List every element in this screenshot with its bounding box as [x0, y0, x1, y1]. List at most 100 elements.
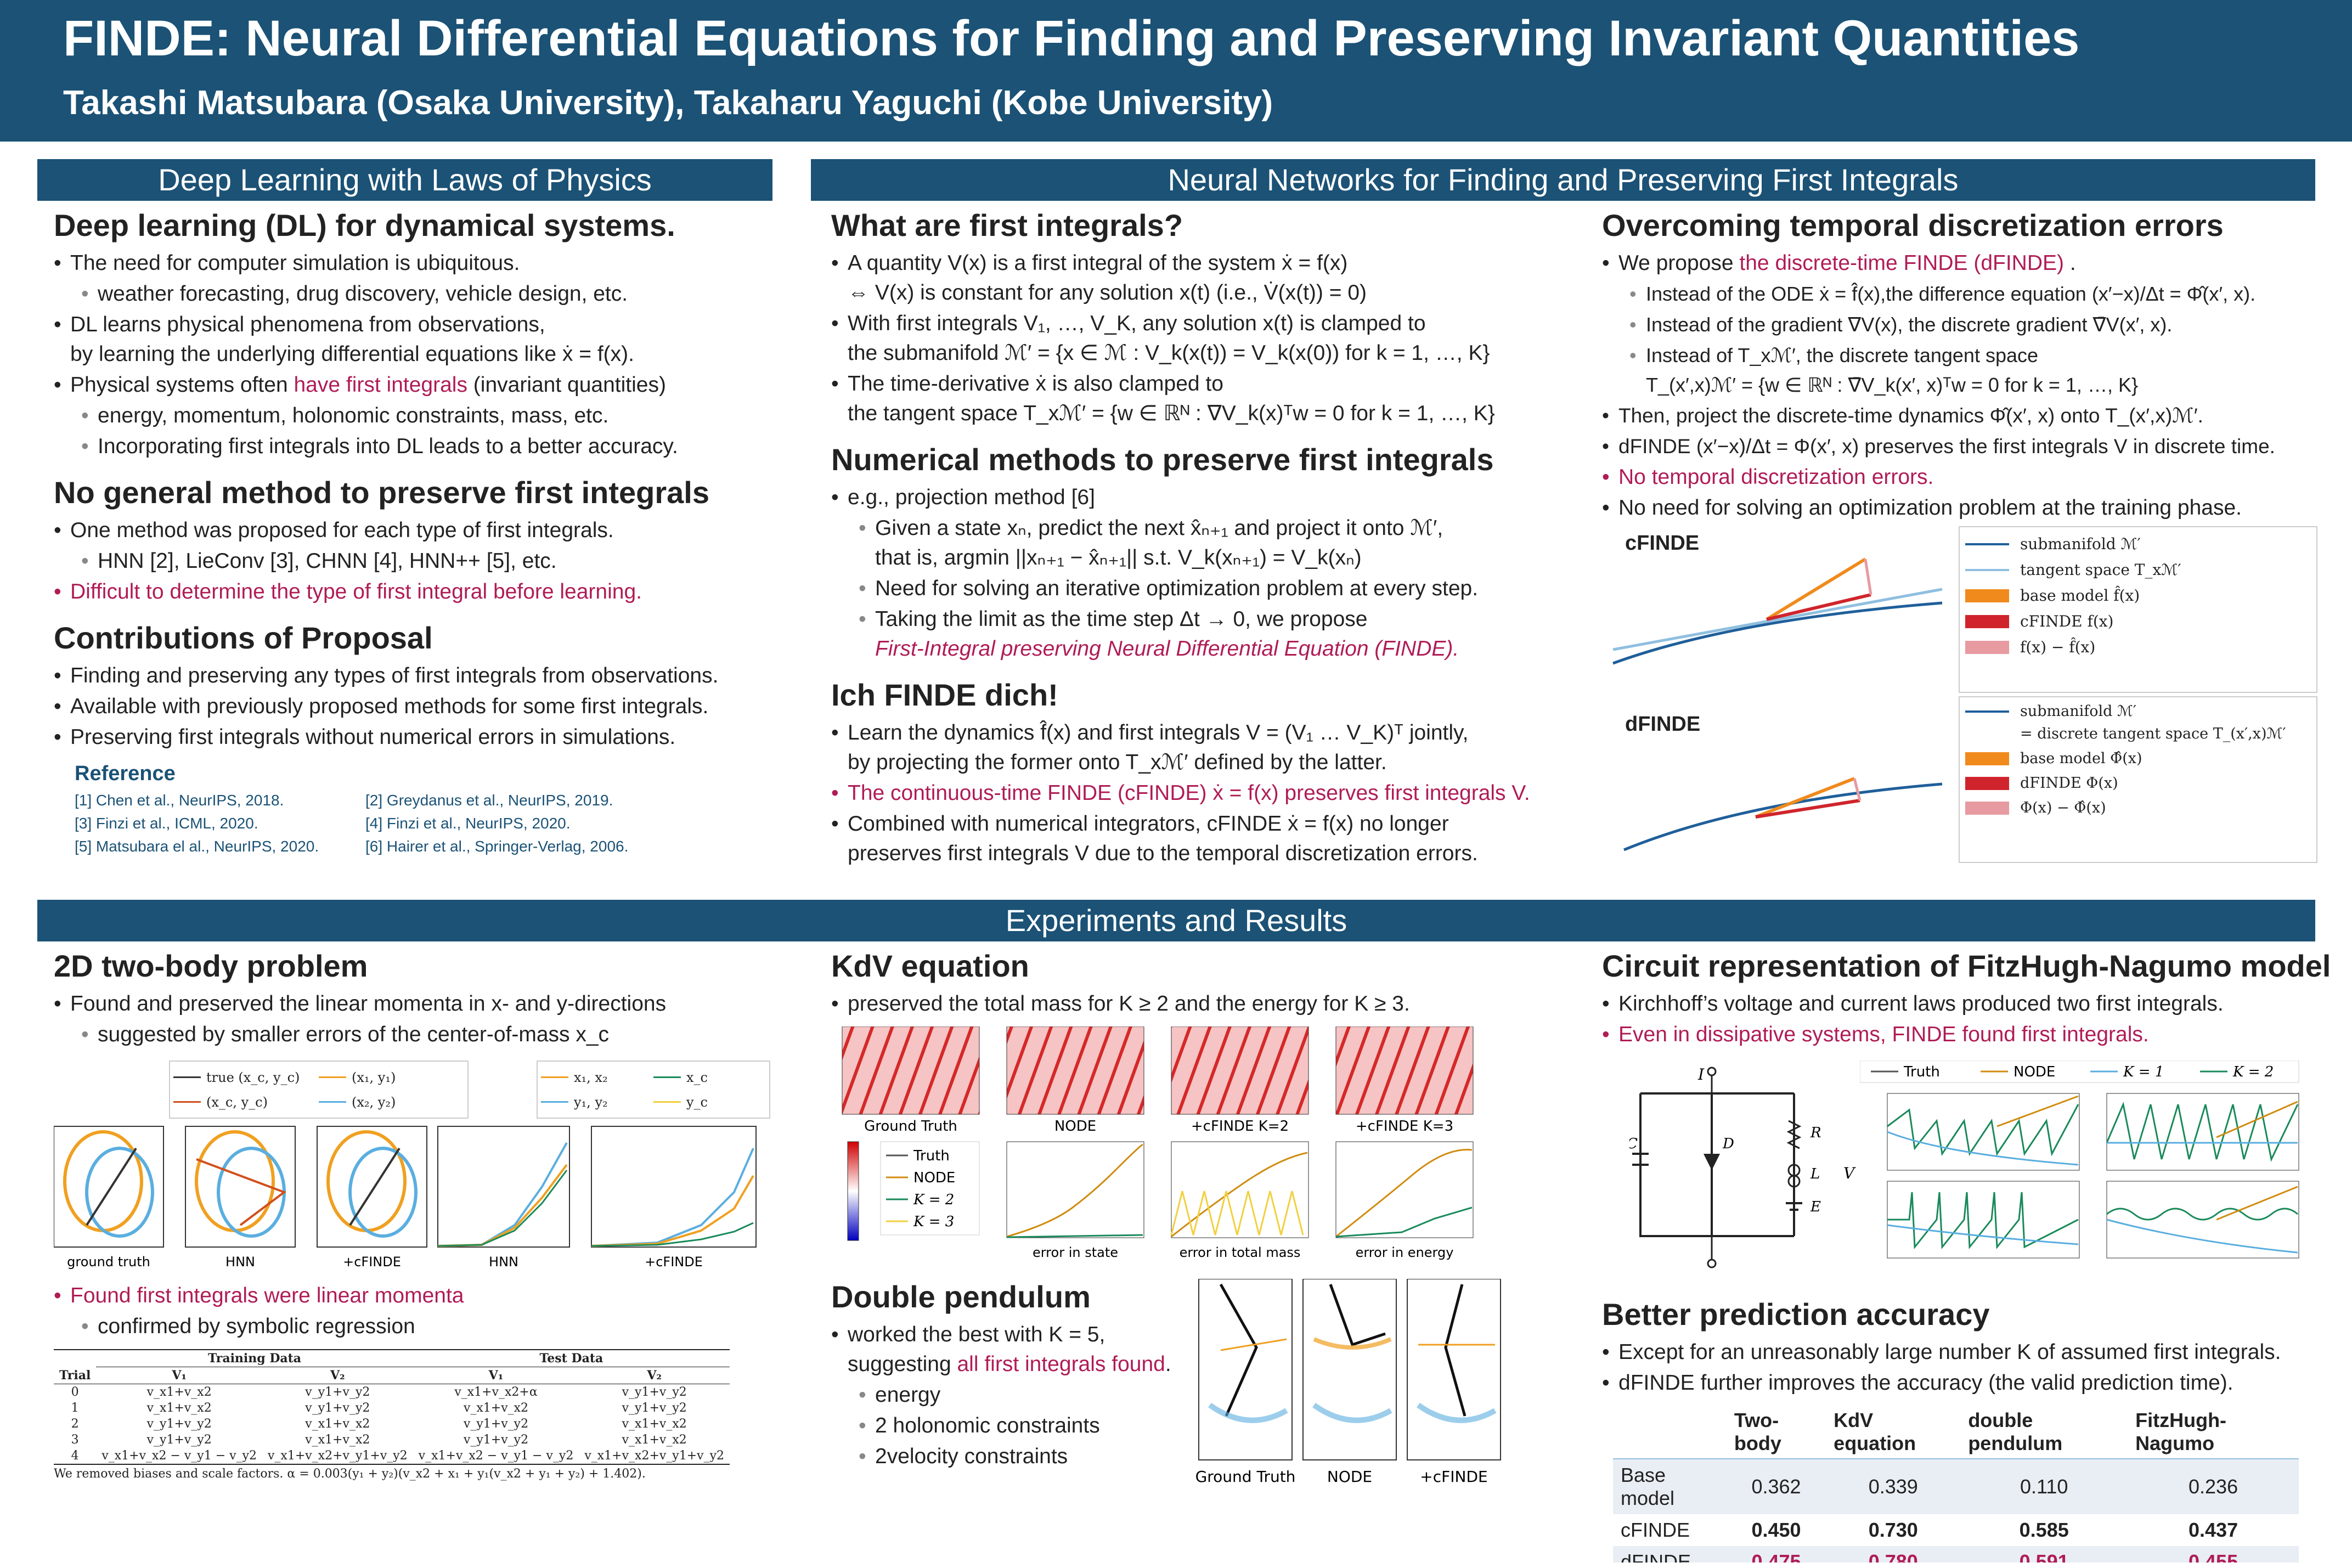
legend-entry: submanifold ℳ′: [2020, 535, 2141, 553]
bullet-text: suggesting: [848, 1352, 957, 1376]
fhn-plot-ic: [1887, 1181, 2080, 1259]
highlight-text: First-Integral preserving Neural Differe…: [875, 637, 1459, 661]
bullet-text: by projecting the former onto T_xℳ′ defi…: [848, 751, 1387, 774]
column-deep-learning: Deep learning (DL) for dynamical systems…: [54, 207, 772, 888]
dfinde-diagram: dFINDE submanifold ℳ′ = discrete tangent…: [1602, 696, 2326, 877]
reference-item: [3] Finzi et al., ICML, 2020.: [75, 815, 258, 832]
table-group-header: Test Data: [413, 1350, 730, 1367]
dfinde-arrow: [1755, 799, 1860, 819]
kdv-plots: Ground Truth NODE +cFINDE K=2 +cFINDE K=…: [842, 1026, 1474, 1260]
sub-bullet: Incorporating first integrals into DL le…: [54, 432, 772, 461]
table-header: KdV equation: [1834, 1409, 1916, 1454]
legend-entry: K = 2: [2232, 1064, 2274, 1080]
bullet-highlight: Difficult to determine the type of first…: [54, 577, 772, 607]
orbit-panel-cfinde: [317, 1126, 427, 1248]
poster-header: FINDE: Neural Differential Equations for…: [0, 0, 2352, 142]
sub-bullet: 2velocity constraints: [831, 1442, 1215, 1471]
heatmap-label: NODE: [1054, 1118, 1096, 1135]
table-group-header: Training Data: [96, 1350, 413, 1367]
sub-bullet: 2 holonomic constraints: [831, 1411, 1215, 1441]
bullet-text: The time-derivative ẋ is also clamped to: [848, 372, 1223, 396]
error-label: error in state: [1033, 1245, 1118, 1260]
sub-bullet: Instead of the gradient ∇V(x), the discr…: [1602, 310, 2326, 340]
circuit-label: L: [1810, 1166, 1820, 1182]
symbolic-regression-table: Training Data Test Data Trial V₁ V₂ V₁ V…: [54, 1349, 730, 1465]
legend-entry: y₁, y₂: [574, 1094, 608, 1110]
error-panel-hnn: [437, 1126, 570, 1248]
column-discretization: Overcoming temporal discretization error…: [1602, 207, 2326, 888]
difference-arrow: [1853, 778, 1862, 801]
cfinde-legend: submanifold ℳ′ tangent space T_xℳ′ base …: [1959, 526, 2317, 693]
legend-entry: K = 3: [913, 1214, 954, 1230]
sub-bullet: confirmed by symbolic regression: [54, 1312, 783, 1341]
table-row: 0 v_x1+v_x2 v_y1+v_y2 v_x1+v_x2+α v_y1+v_y2: [71, 1385, 687, 1399]
panel-label: HNN: [489, 1254, 518, 1270]
bullet: With first integrals V₁, …, V_K, any sol…: [831, 309, 1599, 368]
legend-entry: NODE: [2013, 1064, 2055, 1080]
legend-entry: Φ(x) − Φ̂(x): [2020, 799, 2106, 816]
panel-label: +cFINDE: [645, 1254, 703, 1270]
bullet: Learn the dynamics f̂(x) and first integ…: [831, 718, 1599, 777]
fhn-legend: Truth NODE K = 1 K = 2: [1860, 1061, 2299, 1083]
highlight-text: the discrete-time FINDE (dFINDE): [1739, 251, 2065, 275]
dfinde-label: dFINDE: [1625, 713, 1701, 736]
reference-item: [5] Matsubara el al., NeurIPS, 2020.: [75, 838, 319, 855]
legend-entry: NODE: [913, 1170, 955, 1186]
pendulum-ground-truth: [1198, 1279, 1293, 1460]
circuit-label: I: [1697, 1065, 1705, 1084]
table-row: cFINDE 0.450 0.730 0.585 0.437: [1621, 1519, 2238, 1541]
bullet: Combined with numerical integrators, cFI…: [831, 809, 1599, 868]
orbit-panel-hnn: [185, 1126, 296, 1248]
pendulum-label: Ground Truth: [1195, 1468, 1296, 1486]
legend-entry: base model Φ̂(x): [2020, 750, 2142, 767]
heading-two-body: 2D two-body problem: [54, 949, 368, 983]
bullet-text: With first integrals V₁, …, V_K, any sol…: [848, 312, 1426, 335]
bullet-text: worked the best with K = 5,: [848, 1323, 1106, 1346]
reference-title: Reference: [75, 762, 176, 785]
bullet-text: (invariant quantities): [467, 373, 666, 397]
table-header: V₂: [330, 1368, 345, 1383]
bullet: dFINDE further improves the accuracy (th…: [1602, 1368, 2332, 1398]
heading-dl-dynamical: Deep learning (DL) for dynamical systems…: [54, 208, 675, 242]
reference-item: [6] Hairer et al., Springer-Verlag, 2006…: [365, 838, 629, 855]
heatmap-node: [1006, 1026, 1144, 1115]
sub-bullet: Taking the limit as the time step Δt → 0…: [831, 605, 1599, 664]
legend-entry: x_c: [686, 1069, 708, 1085]
pendulum-label: +cFINDE: [1420, 1468, 1487, 1486]
table-header: [1613, 1406, 1727, 1459]
bullet: We propose the discrete-time FINDE (dFIN…: [1602, 249, 2326, 278]
table-row: 3 v_y1+v_y2 v_x1+v_x2 v_y1+v_y2 v_x1+v_x2: [71, 1433, 687, 1447]
heading-better-accuracy: Better prediction accuracy: [1602, 1297, 1990, 1332]
panel-label: +cFINDE: [343, 1254, 401, 1270]
legend-entry: cFINDE f(x): [2020, 612, 2114, 630]
circuit-label: D: [1722, 1136, 1734, 1152]
cfinde-curve-figure: [1612, 557, 1943, 665]
column-kdv: KdV equation preserved the total mass fo…: [831, 948, 1599, 1563]
table-header: V₁: [488, 1368, 504, 1383]
table-header: double pendulum: [1968, 1409, 2063, 1454]
table-header: Two-body: [1734, 1409, 1781, 1454]
reference-item: [1] Chen et al., NeurIPS, 2018.: [75, 792, 284, 809]
sub-bullet: HNN [2], LieConv [3], CHNN [4], HNN++ [5…: [54, 546, 772, 576]
legend-entry: submanifold ℳ′: [2020, 703, 2137, 720]
highlight-text: have first integrals: [294, 373, 467, 397]
bullet-text: by learning the underlying differential …: [70, 342, 634, 366]
bullet: Available with previously proposed metho…: [54, 692, 772, 721]
circuit-label: V: [1843, 1164, 1856, 1182]
heading-what-are-first-integrals: What are first integrals?: [831, 208, 1183, 242]
pendulum-label: NODE: [1327, 1468, 1372, 1486]
bullet-text: ⇔ V(x) is constant for any solution x(t)…: [848, 281, 1367, 304]
legend-entry: tangent space T_xℳ′: [2020, 561, 2181, 579]
base-model-arrow: [1755, 777, 1855, 819]
bullet: Finding and preserving any types of firs…: [54, 661, 772, 691]
poster-title: FINDE: Neural Differential Equations for…: [63, 10, 2080, 66]
section-bar-neural-networks: Neural Networks for Finding and Preservi…: [811, 159, 2315, 201]
table-header: V₂: [647, 1368, 662, 1383]
table-header: V₁: [172, 1368, 187, 1383]
legend-entry: K = 1: [2123, 1064, 2164, 1080]
bullet-text: Instead of T_xℳ′, the discrete tangent s…: [1646, 344, 2039, 366]
heading-double-pendulum: Double pendulum: [831, 1279, 1091, 1314]
legend-entry: base model f̂(x): [2020, 586, 2140, 605]
table-row: dFINDE 0.475 0.780 0.591 0.455: [1613, 1546, 2299, 1563]
